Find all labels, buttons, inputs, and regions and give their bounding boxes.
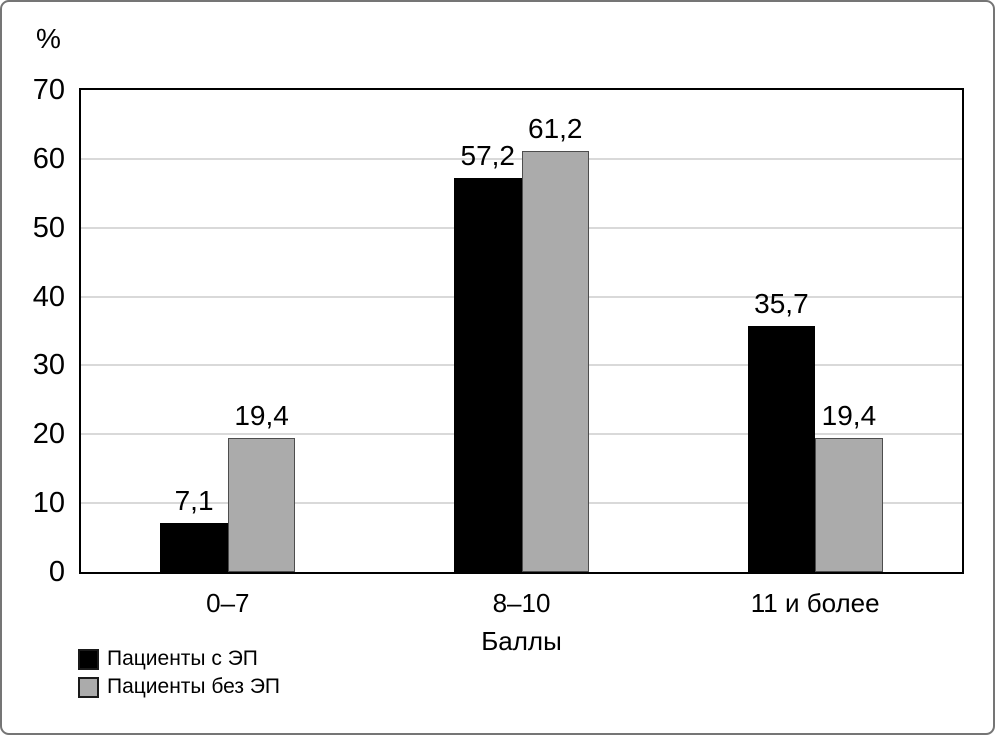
y-tick-label-70: 70 (32, 74, 65, 106)
legend-swatch-patients-with-ep (78, 648, 99, 670)
bar-series-0-category-2 (747, 326, 816, 572)
bar-series-1-category-2 (815, 438, 883, 572)
legend-label-patients-without-ep: Пациенты без ЭП (107, 675, 281, 698)
x-axis-category-labels: 0–7 8–10 11 и более (81, 588, 962, 620)
legend-item-patients-without-ep: Пациенты без ЭП (78, 676, 280, 698)
y-tick-label-10: 10 (32, 487, 65, 520)
bar-value-label-series-0-category-2: 35,7 (754, 288, 809, 320)
legend-swatch-patients-without-ep (78, 676, 99, 698)
legend-label-patients-with-ep: Пациенты с ЭП (107, 647, 258, 670)
y-tick-label-50: 50 (32, 211, 65, 244)
y-tick-label-40: 40 (32, 280, 65, 313)
plot-area: 7,1 19,4 57,2 61,2 35,7 19,4 (79, 88, 964, 574)
y-tick-label-20: 20 (32, 418, 65, 451)
y-tick-label-30: 30 (32, 349, 65, 382)
bar-value-label-series-0-category-0: 7,1 (174, 485, 214, 517)
x-category-label-1: 8–10 (492, 588, 551, 618)
legend: Пациенты с ЭП Пациенты без ЭП (78, 648, 280, 698)
x-category-label-0: 0–7 (206, 588, 250, 618)
bar-value-label-series-0-category-1: 57,2 (460, 140, 516, 172)
y-tick-label-0: 0 (48, 556, 65, 588)
bar-series-0-category-0 (160, 523, 228, 572)
bar-series-0-category-1 (454, 178, 522, 572)
y-axis-unit-label: % (36, 23, 61, 54)
y-tick-label-60: 60 (32, 142, 65, 175)
bar-series-1-category-1 (521, 150, 589, 572)
bar-value-label-series-1-category-0: 19,4 (234, 400, 289, 432)
x-category-label-2: 11 и более (750, 588, 880, 618)
bar-series-1-category-0 (227, 438, 296, 572)
legend-item-patients-with-ep: Пациенты с ЭП (78, 648, 280, 670)
x-axis-title: Баллы (481, 626, 562, 656)
bar-value-label-series-1-category-2: 19,4 (821, 400, 877, 432)
y-axis-ticks: 0 10 20 30 40 50 60 70 (2, 75, 65, 587)
bar-value-label-series-1-category-1: 61,2 (528, 112, 583, 144)
